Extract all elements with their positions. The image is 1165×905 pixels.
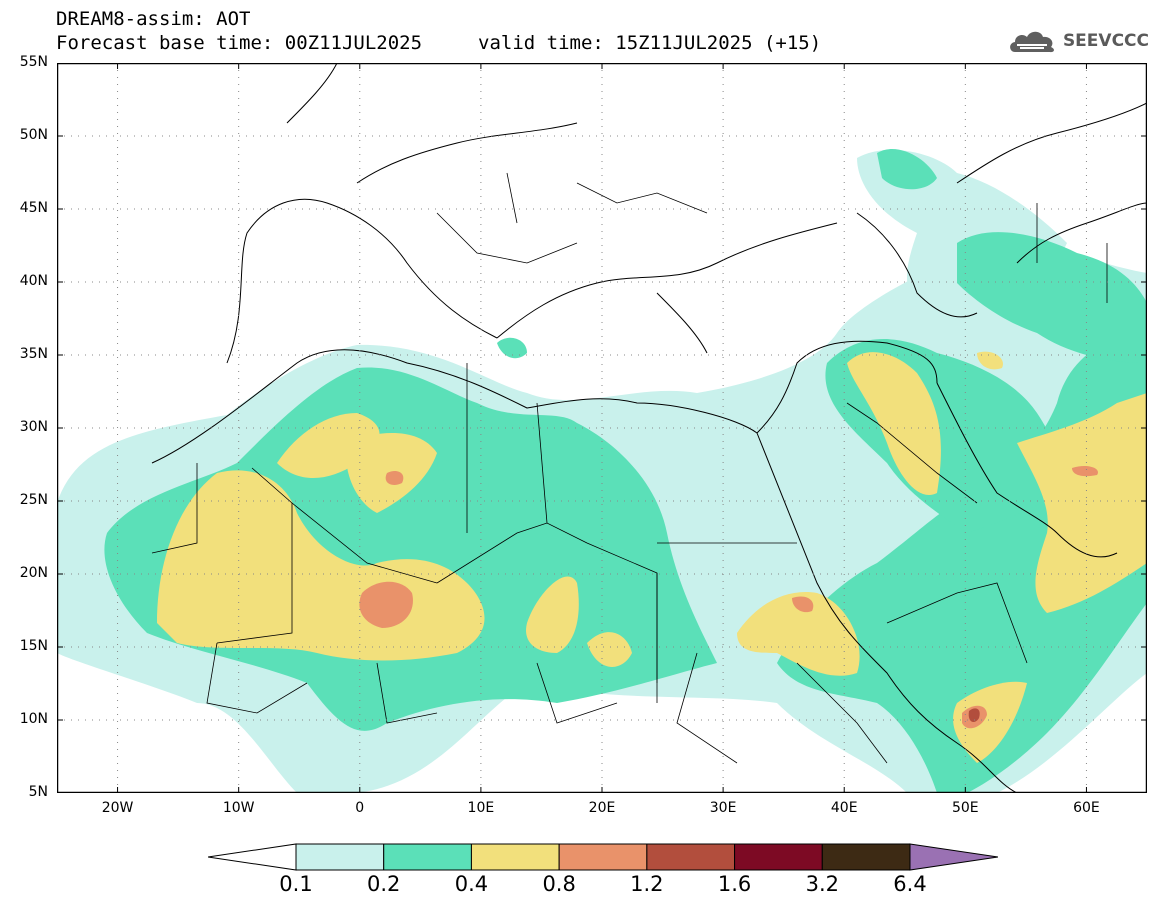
- axis-ticks: [57, 63, 1147, 793]
- colorbar-under-triangle: [208, 843, 297, 871]
- colorbar-level-label: 0.8: [542, 872, 576, 896]
- colorbar-over-triangle: [909, 843, 998, 871]
- map-title: DREAM8-assim: AOT: [56, 8, 251, 30]
- lat-tick-label: 30N: [19, 419, 48, 435]
- lon-tick-label: 30E: [709, 800, 737, 816]
- lat-tick-label: 50N: [19, 127, 48, 143]
- colorbar: [208, 843, 998, 871]
- lon-tick-label: 10E: [467, 800, 495, 816]
- lon-tick-label: 10W: [222, 800, 255, 816]
- colorbar-level-label: 0.1: [279, 872, 313, 896]
- graticule: [57, 63, 1147, 793]
- colorbar-level-label: 1.6: [717, 872, 752, 896]
- colorbar-level-label: 3.2: [805, 872, 839, 896]
- forecast-base-time: Forecast base time: 00Z11JUL2025: [56, 32, 423, 54]
- lat-tick-label: 5N: [28, 784, 48, 800]
- lon-tick-label: 20E: [588, 800, 616, 816]
- lat-tick-label: 45N: [19, 200, 48, 216]
- country-borders: [151, 172, 1108, 764]
- seevccc-logo: SEEVCCC: [1007, 26, 1149, 56]
- colorbar-swatch: [295, 843, 385, 871]
- aot-field-0-8: [359, 465, 1098, 729]
- lat-tick-label: 35N: [19, 346, 48, 362]
- colorbar-level-label: 1.2: [630, 872, 664, 896]
- lat-tick-label: 25N: [19, 492, 48, 508]
- valid-time: valid time: 15Z11JUL2025 (+15): [478, 32, 822, 54]
- colorbar-swatch: [734, 843, 823, 871]
- lat-tick-label: 10N: [19, 711, 48, 727]
- lon-tick-label: 0: [355, 800, 365, 816]
- aot-field-1-2: [968, 708, 980, 723]
- lat-tick-label: 40N: [19, 273, 48, 289]
- cloud-icon: [1010, 31, 1054, 53]
- colorbar-swatch: [558, 843, 648, 871]
- colorbar-swatch: [821, 843, 911, 871]
- lon-tick-label: 60E: [1073, 800, 1100, 816]
- colorbar-level-label: 0.2: [367, 872, 401, 896]
- logo-text: SEEVCCC: [1062, 31, 1149, 51]
- lat-tick-label: 20N: [19, 565, 48, 581]
- coastlines: [151, 63, 1147, 793]
- lon-tick-label: 50E: [951, 800, 979, 816]
- lat-tick-label: 15N: [19, 638, 48, 654]
- colorbar-swatch: [646, 843, 736, 871]
- aot-map: [57, 63, 1147, 793]
- colorbar-swatch: [470, 843, 560, 871]
- lon-tick-label: 40E: [830, 800, 858, 816]
- colorbar-swatch: [383, 843, 472, 871]
- lon-tick-label: 20W: [101, 800, 134, 816]
- colorbar-level-label: 6.4: [893, 872, 927, 896]
- colorbar-level-label: 0.4: [454, 872, 489, 896]
- lat-tick-label: 55N: [19, 54, 48, 70]
